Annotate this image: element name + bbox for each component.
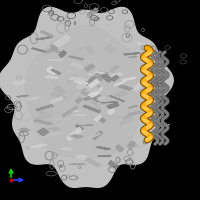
Polygon shape: [25, 25, 147, 157]
Polygon shape: [0, 7, 173, 187]
